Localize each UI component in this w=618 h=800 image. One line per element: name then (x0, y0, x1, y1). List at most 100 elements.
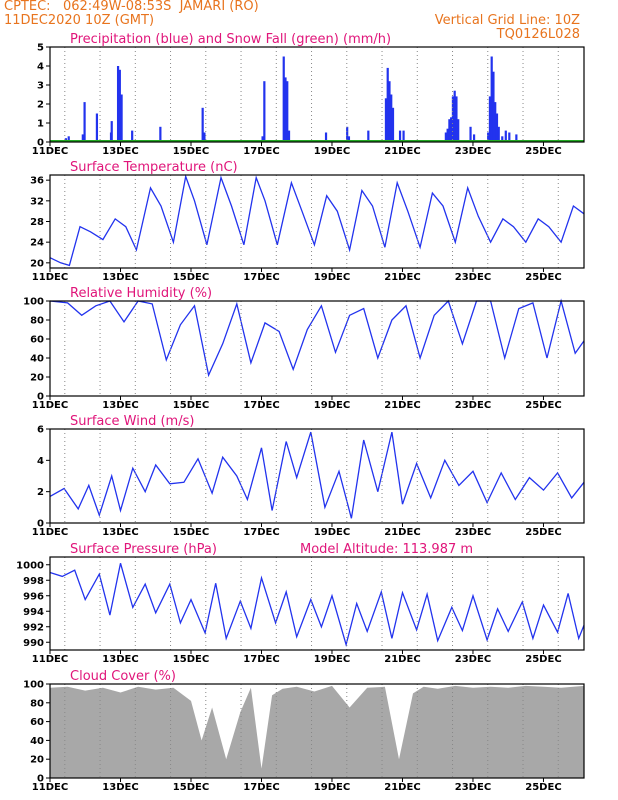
x-tick-label: 11DEC (32, 272, 68, 283)
x-tick-label: 11DEC (32, 654, 68, 665)
panel-title: Relative Humidity (%) (70, 286, 212, 301)
y-tick-label: 5 (37, 43, 44, 54)
y-tick-label: 100 (23, 680, 44, 691)
y-tick-label: 6 (37, 425, 44, 436)
x-tick-label: 23DEC (455, 272, 491, 283)
x-tick-label: 25DEC (525, 654, 561, 665)
panel-frame (49, 174, 585, 269)
panel-title: Surface Pressure (hPa) (70, 542, 217, 557)
header-location: JAMARI (RO) (179, 0, 259, 14)
x-tick-label: 25DEC (525, 400, 561, 411)
x-tick-label: 19DEC (314, 146, 350, 157)
y-tick-label: 28 (30, 217, 44, 228)
y-tick-label: 0 (37, 774, 44, 785)
x-tick-label: 25DEC (525, 146, 561, 157)
y-tick-label: 2 (37, 487, 44, 498)
panel-frame (49, 683, 585, 779)
panel-title: Cloud Cover (%) (70, 669, 176, 684)
x-tick-label: 25DEC (525, 782, 561, 793)
panel-frame (49, 300, 585, 397)
x-tick-label: 23DEC (455, 400, 491, 411)
y-tick-label: 992 (23, 622, 44, 633)
precip-bar (284, 77, 287, 142)
precip-bar (388, 81, 391, 142)
precip-bar (286, 81, 289, 142)
y-tick-label: 80 (30, 316, 44, 327)
x-tick-label: 13DEC (102, 654, 138, 665)
x-tick-label: 11DEC (32, 782, 68, 793)
header-source: CPTEC: (4, 0, 51, 14)
x-tick-label: 19DEC (314, 782, 350, 793)
header-model: TQ0126L028 (496, 27, 580, 42)
x-tick-label: 13DEC (102, 782, 138, 793)
y-tick-label: 32 (30, 196, 44, 207)
precip-bar (346, 126, 349, 142)
header-run: 11DEC2020 10Z (GMT) (4, 13, 155, 28)
y-tick-label: 0 (37, 138, 44, 149)
x-tick-label: 13DEC (102, 272, 138, 283)
precip-bar (472, 134, 476, 142)
x-tick-label: 17DEC (243, 146, 279, 157)
precip-bar (386, 67, 389, 142)
y-tick-label: 36 (30, 176, 44, 187)
x-tick-label: 17DEC (243, 782, 279, 793)
header-coords: 062:49W-08:53S (62, 0, 172, 14)
precip-bar (450, 117, 453, 142)
precip-bar (508, 132, 511, 142)
y-tick-label: 1000 (16, 560, 44, 571)
x-tick-label: 19DEC (314, 527, 350, 538)
header-grid-note: Vertical Grid Line: 10Z (434, 13, 580, 28)
panel-humidity: 0 20 40 60 80 100 11DEC 13DEC 15DEC 17DEC 19DEC 21D… (23, 286, 585, 411)
y-tick-label: 1 (37, 119, 44, 130)
panel-temperature: 20 24 28 32 36 11DEC 13DEC 15DEC 17DEC 19DEC 21DEC… (30, 160, 585, 283)
panel-cloud: 0 20 40 60 80 100 11DEC 13DEC 15DEC 17DEC 19DEC 21D… (23, 669, 585, 793)
x-tick-label: 17DEC (243, 527, 279, 538)
x-tick-label: 25DEC (525, 272, 561, 283)
x-tick-label: 23DEC (455, 146, 491, 157)
precip-bar (495, 113, 499, 142)
panel-precip: 0 1 2 3 4 5 11DEC 13DEC 15DEC 17DEC 19DEC 21DEC 23DE… (32, 32, 585, 157)
precip-bar (469, 126, 472, 142)
x-tick-label: 19DEC (314, 654, 350, 665)
y-tick-label: 0 (37, 392, 44, 403)
y-tick-label: 996 (23, 591, 44, 602)
y-tick-label: 100 (23, 297, 44, 308)
x-tick-label: 21DEC (384, 654, 420, 665)
precip-bar (455, 96, 458, 142)
panel-title: Precipitation (blue) and Snow Fall (gree… (70, 32, 391, 47)
precip-bar (444, 132, 447, 142)
y-tick-label: 60 (30, 717, 44, 728)
x-tick-label: 21DEC (384, 782, 420, 793)
precip-bar (263, 81, 266, 142)
wind-series-line (49, 431, 585, 519)
model-altitude-note: Model Altitude: 113.987 m (300, 542, 473, 557)
x-tick-label: 15DEC (173, 272, 209, 283)
precip-bar (81, 134, 84, 142)
precip-bar (131, 130, 134, 142)
y-tick-label: 4 (37, 62, 44, 73)
x-tick-label: 19DEC (314, 400, 350, 411)
humidity-series-line (49, 298, 585, 378)
precip-bar (494, 102, 497, 142)
panel-frame (49, 428, 585, 524)
y-tick-label: 20 (30, 258, 44, 269)
precip-bar (287, 130, 291, 142)
y-tick-label: 80 (30, 698, 44, 709)
x-tick-label: 21DEC (384, 400, 420, 411)
panel-pressure: 990 992 994 996 998 1000 11DEC 13DEC 15DEC 17DEC 1… (16, 542, 585, 665)
y-tick-label: 998 (23, 576, 44, 587)
precip-bar (492, 71, 495, 142)
y-tick-label: 40 (30, 736, 44, 747)
x-tick-label: 15DEC (173, 654, 209, 665)
x-tick-label: 21DEC (384, 146, 420, 157)
precip-bar (324, 132, 328, 142)
y-tick-label: 994 (23, 607, 44, 618)
precip-bar (402, 130, 405, 142)
y-tick-label: 40 (30, 354, 44, 365)
precip-bar (487, 132, 490, 142)
x-tick-label: 23DEC (455, 782, 491, 793)
precip-bar (120, 94, 123, 142)
precip-bar (384, 98, 388, 142)
y-tick-label: 990 (23, 638, 44, 649)
